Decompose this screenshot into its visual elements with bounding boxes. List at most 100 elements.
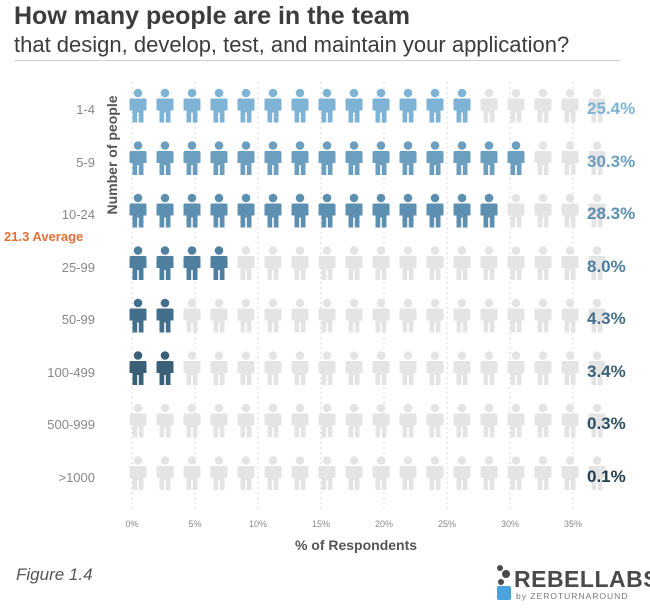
person-icon	[345, 351, 363, 385]
person-icon	[399, 298, 417, 333]
person-icon	[453, 246, 471, 280]
person-icon	[399, 456, 417, 490]
person-icon	[534, 351, 552, 385]
row-value-label: 4.3%	[587, 309, 626, 328]
chart-title: How many people are in the team	[14, 2, 410, 30]
person-icon	[345, 403, 363, 438]
person-icon	[480, 141, 498, 175]
row-category-label: 5-9	[76, 154, 95, 170]
person-icon	[156, 403, 174, 438]
person-icon	[372, 456, 390, 490]
average-annotation: 21.3 Average	[4, 229, 84, 244]
title-divider	[14, 60, 620, 61]
person-icon	[453, 403, 471, 438]
person-icon	[372, 246, 390, 280]
person-icon	[156, 141, 174, 175]
person-icon	[534, 403, 552, 438]
person-icon	[156, 246, 174, 280]
person-icon	[264, 193, 282, 228]
person-icon	[210, 456, 228, 490]
row-value-label: 25.4%	[587, 99, 636, 118]
person-icon	[561, 141, 579, 175]
row-value-label: 28.3%	[587, 204, 636, 223]
person-icon	[588, 141, 606, 175]
person-icon	[534, 88, 552, 123]
person-icon	[561, 193, 579, 228]
person-icon	[183, 246, 201, 280]
y-axis-title: Number of people	[104, 95, 120, 215]
person-icon	[264, 298, 282, 333]
person-icon	[318, 403, 336, 438]
person-icon	[156, 298, 174, 333]
row-category-label: 10-24	[61, 207, 95, 222]
logo-bubbles-icon	[497, 565, 511, 600]
person-icon	[480, 351, 498, 385]
person-icon	[345, 456, 363, 490]
person-icon	[453, 298, 471, 333]
person-icon	[318, 298, 336, 333]
person-icon	[237, 403, 255, 438]
person-icon	[318, 141, 336, 175]
chart-subtitle: that design, develop, test, and maintain…	[14, 32, 570, 57]
person-icon	[426, 298, 444, 333]
person-icon	[399, 351, 417, 385]
person-icon	[291, 141, 309, 175]
logo-byline: by ZEROTURNAROUND	[516, 591, 629, 601]
person-icon	[183, 193, 201, 228]
person-icon	[345, 246, 363, 280]
x-tick-label: 0%	[125, 519, 139, 529]
person-icon	[561, 298, 579, 333]
person-icon	[210, 246, 228, 280]
person-icon	[480, 193, 498, 228]
person-icon	[183, 456, 201, 490]
row-category-label: 1-4	[76, 102, 95, 117]
person-icon	[480, 403, 498, 438]
person-icon	[426, 403, 444, 438]
person-icon	[156, 193, 174, 228]
person-icon	[264, 456, 282, 490]
x-tick-label: 25%	[437, 519, 457, 529]
person-icon	[264, 88, 282, 123]
person-icon	[588, 351, 606, 385]
person-icon	[534, 246, 552, 280]
person-icon	[237, 456, 255, 490]
person-icon	[237, 246, 255, 280]
person-icon	[561, 403, 579, 438]
person-icon	[291, 403, 309, 438]
person-icon	[318, 193, 336, 228]
person-icon	[264, 403, 282, 438]
x-axis-title: % of Respondents	[294, 537, 418, 553]
row-category-label: 100-499	[47, 364, 95, 380]
person-icon	[588, 88, 606, 123]
person-icon	[318, 351, 336, 385]
person-icon	[534, 141, 552, 175]
person-icon	[183, 298, 201, 333]
person-icon	[237, 298, 255, 333]
person-icon	[183, 141, 201, 175]
person-icon	[129, 193, 147, 228]
person-icon	[588, 456, 606, 490]
person-icon	[399, 403, 417, 438]
row-category-label: >1000	[58, 469, 95, 485]
person-icon	[399, 88, 417, 123]
row-value-label: 0.3%	[587, 414, 626, 433]
person-icon	[426, 456, 444, 490]
person-icon	[264, 246, 282, 280]
person-icon	[588, 298, 606, 333]
person-icon	[210, 141, 228, 175]
person-icon	[129, 456, 147, 490]
person-icon	[426, 141, 444, 175]
person-icon	[156, 456, 174, 490]
person-icon	[210, 351, 228, 385]
row-value-label: 30.3%	[587, 151, 636, 171]
person-icon	[210, 403, 228, 438]
person-icon	[372, 88, 390, 123]
person-icon	[534, 193, 552, 228]
person-icon	[129, 351, 147, 385]
person-icon	[561, 246, 579, 280]
person-icon	[345, 88, 363, 123]
person-icon	[291, 351, 309, 385]
person-icon	[588, 193, 606, 228]
person-icon	[318, 88, 336, 123]
